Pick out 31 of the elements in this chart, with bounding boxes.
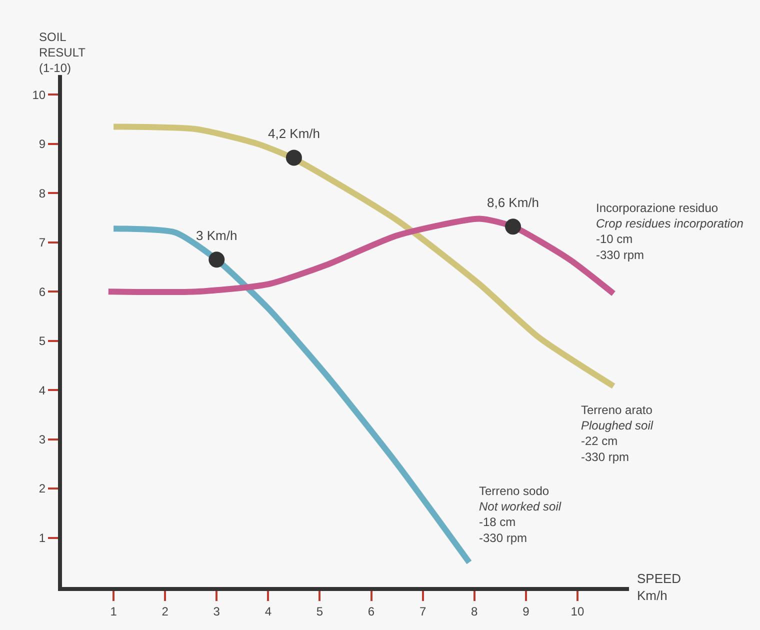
x-tick-label: 9 bbox=[522, 604, 530, 618]
y-tick-label: 6 bbox=[38, 284, 46, 299]
x-tick-label: 8 bbox=[471, 604, 478, 618]
y-tick-label: 4 bbox=[38, 383, 46, 398]
y-tick-label: 1 bbox=[38, 530, 46, 545]
point bbox=[505, 218, 522, 235]
y-tick-label: 9 bbox=[38, 137, 46, 152]
text: Terreno arato Ploughed soil -22 cm -330 rpm bbox=[581, 403, 654, 464]
annotation: 3 Km/h bbox=[196, 228, 238, 243]
x-tick-label: 3 bbox=[213, 604, 220, 618]
annotation: 4,2 Km/h bbox=[268, 126, 320, 141]
series-label: Incorporazione residuo Crop residues incorporation -10 cm -330 rpm bbox=[596, 201, 744, 262]
x-tick-label: 2 bbox=[162, 604, 169, 618]
x-tick-label: 4 bbox=[264, 604, 272, 618]
x-tick-label: 6 bbox=[368, 604, 375, 618]
y-tick-label: 8 bbox=[38, 186, 46, 200]
x-tick-label: 7 bbox=[419, 604, 426, 618]
y-tick-label: 7 bbox=[38, 236, 46, 250]
y-tick-label: 3 bbox=[38, 432, 46, 447]
x-tick-label: 10 bbox=[570, 604, 584, 618]
x-axis-title: SPEED Km/h bbox=[637, 571, 682, 603]
x-tick-label: 1 bbox=[110, 604, 118, 618]
y-tick-label: 10 bbox=[32, 88, 46, 102]
y-axis-title: SOIL RESULT (1-10) bbox=[39, 30, 86, 76]
y-tick-label: 2 bbox=[38, 482, 46, 496]
annotation: 8,6 Km/h bbox=[487, 195, 540, 210]
x-tick-label: 5 bbox=[316, 604, 324, 618]
y-tick-label: 5 bbox=[38, 334, 46, 348]
point bbox=[286, 150, 302, 166]
series-label: Terreno sodo Not worked soil -18 cm -330 rpm bbox=[479, 484, 562, 545]
point bbox=[208, 252, 225, 268]
